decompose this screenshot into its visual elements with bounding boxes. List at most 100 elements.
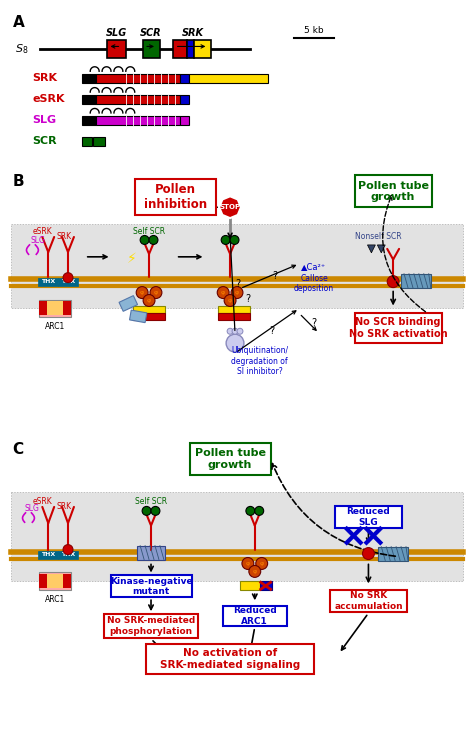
Bar	[96, 74, 180, 83]
Text: Callose
deposition: Callose deposition	[294, 274, 334, 293]
Bar	[58, 277, 78, 285]
Bar	[173, 40, 187, 58]
Circle shape	[237, 328, 243, 334]
Bar	[355, 175, 432, 207]
Bar	[335, 506, 402, 528]
Bar	[55, 575, 63, 588]
Bar	[180, 116, 189, 125]
Circle shape	[136, 287, 148, 299]
Bar	[133, 307, 165, 313]
Circle shape	[387, 276, 399, 288]
Bar	[55, 301, 63, 315]
Bar	[135, 180, 216, 215]
Bar	[82, 95, 96, 104]
Text: Nonself SCR: Nonself SCR	[355, 232, 401, 242]
Text: ?: ?	[272, 271, 277, 281]
Bar	[82, 137, 92, 146]
Circle shape	[63, 273, 73, 283]
Circle shape	[246, 507, 255, 515]
Bar	[38, 277, 58, 285]
Text: eSRK: eSRK	[32, 497, 52, 507]
Circle shape	[151, 507, 160, 515]
Text: SLG: SLG	[106, 28, 127, 37]
Text: No activation of
SRK-mediated signaling: No activation of SRK-mediated signaling	[160, 648, 300, 669]
Text: φ: φ	[147, 298, 151, 303]
Bar	[218, 313, 250, 320]
Polygon shape	[219, 196, 241, 218]
Text: SLG: SLG	[31, 237, 46, 245]
Text: A: A	[13, 15, 24, 30]
Text: SCR: SCR	[32, 136, 57, 146]
Text: SLG: SLG	[25, 504, 40, 513]
Bar	[82, 74, 96, 83]
Text: ARC1: ARC1	[45, 595, 65, 604]
Text: Pollen tube
growth: Pollen tube growth	[195, 448, 265, 470]
Circle shape	[256, 558, 268, 569]
Text: Pollen tube
growth: Pollen tube growth	[358, 180, 428, 202]
Bar	[330, 591, 407, 612]
Text: ?: ?	[270, 326, 274, 336]
Circle shape	[231, 287, 243, 299]
Bar	[107, 40, 126, 58]
Bar	[240, 581, 260, 591]
Bar	[260, 581, 272, 591]
Text: eSRK: eSRK	[32, 226, 52, 236]
Polygon shape	[119, 296, 137, 311]
Text: SCR: SCR	[140, 28, 162, 37]
Circle shape	[232, 328, 238, 334]
Bar	[180, 95, 189, 104]
Circle shape	[221, 236, 230, 245]
Text: B: B	[13, 174, 24, 190]
Bar	[38, 550, 58, 558]
Text: 5 kb: 5 kb	[304, 26, 324, 35]
Text: φ: φ	[260, 561, 264, 566]
Bar	[190, 443, 271, 475]
Text: THX: THX	[41, 552, 55, 557]
Bar	[180, 74, 189, 83]
Bar	[39, 572, 71, 591]
Circle shape	[226, 334, 244, 352]
Text: $S_8$: $S_8$	[15, 42, 28, 56]
Text: No SRK-mediated
phosphorylation: No SRK-mediated phosphorylation	[107, 616, 195, 636]
Bar	[401, 274, 431, 288]
Text: SRK: SRK	[182, 28, 203, 37]
Bar	[39, 299, 71, 318]
Bar	[355, 313, 442, 343]
Bar	[193, 40, 211, 58]
Text: eSRK: eSRK	[32, 94, 65, 104]
Bar	[146, 644, 314, 674]
Text: ⚡: ⚡	[127, 252, 136, 266]
Bar	[218, 307, 250, 313]
Circle shape	[150, 287, 162, 299]
Text: ?: ?	[311, 318, 317, 328]
Circle shape	[149, 236, 158, 245]
Circle shape	[143, 294, 155, 307]
Text: Self SCR: Self SCR	[135, 497, 167, 507]
Text: No SRK
accumulation: No SRK accumulation	[334, 591, 403, 611]
Circle shape	[142, 507, 151, 515]
Bar	[96, 116, 180, 125]
Text: Self SCR: Self SCR	[133, 226, 165, 236]
Text: THX: THX	[41, 279, 55, 284]
Text: STOP: STOP	[219, 204, 241, 210]
Circle shape	[363, 548, 374, 559]
Text: THX: THX	[61, 279, 75, 284]
Bar	[137, 545, 165, 559]
Text: ARC1: ARC1	[45, 323, 65, 331]
Circle shape	[249, 566, 261, 577]
Circle shape	[63, 545, 73, 555]
Circle shape	[242, 558, 254, 569]
Text: No SCR binding
No SRK activation: No SCR binding No SRK activation	[349, 318, 447, 339]
Text: THX: THX	[61, 552, 75, 557]
Text: C: C	[13, 442, 24, 458]
Bar	[133, 313, 165, 320]
Bar	[82, 116, 96, 125]
Bar	[187, 40, 193, 58]
Bar	[63, 301, 71, 315]
Polygon shape	[377, 245, 385, 253]
Text: Ubiquitination/
degradation of
SI inhibitor?: Ubiquitination/ degradation of SI inhibi…	[231, 346, 288, 376]
Circle shape	[230, 236, 239, 245]
Bar	[47, 301, 55, 315]
Circle shape	[140, 236, 149, 245]
Bar	[189, 74, 268, 83]
